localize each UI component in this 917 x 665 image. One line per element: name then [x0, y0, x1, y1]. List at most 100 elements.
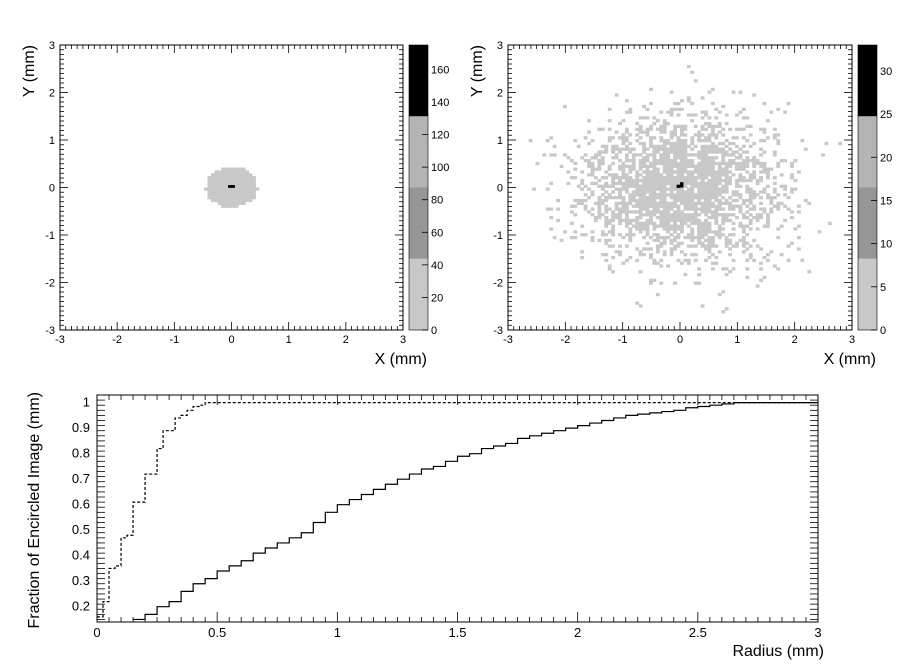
heatmap-cell	[697, 241, 702, 245]
heatmap-cell	[217, 190, 222, 194]
heatmap-cell	[638, 173, 643, 177]
heatmap-cell	[704, 136, 708, 140]
heatmap-cell	[752, 204, 757, 208]
heatmap-cell	[728, 204, 732, 208]
heatmap-cell	[735, 167, 739, 171]
heatmap-cell	[234, 190, 239, 194]
heatmap-cell	[638, 270, 643, 274]
heatmap-cell	[738, 147, 743, 151]
heatmap-cell	[669, 176, 674, 180]
heatmap-cell	[676, 102, 681, 106]
heatmap-cell	[659, 190, 664, 194]
heatmap-cell	[590, 173, 595, 177]
heatmap-cell	[690, 184, 695, 188]
heatmap-cell	[217, 184, 222, 188]
heatmap-cell	[710, 184, 715, 188]
heatmap-cell	[252, 193, 256, 197]
heatmap-cell	[697, 170, 702, 174]
heatmap-cell	[234, 196, 239, 200]
heatmap-cell	[790, 187, 794, 191]
heatmap-cell	[738, 161, 743, 166]
heatmap-cell	[217, 196, 222, 200]
heatmap-cell	[690, 196, 695, 200]
heatmap-cell	[652, 207, 657, 211]
heatmap-cell	[669, 224, 674, 228]
heatmap-cell	[676, 181, 681, 186]
heatmap-cell	[655, 204, 660, 208]
heatmap-cell	[662, 187, 667, 191]
heatmap-cell	[607, 193, 612, 197]
heatmap-cell	[600, 230, 605, 234]
heatmap-cell	[642, 150, 646, 154]
heatmap-cell	[700, 170, 705, 174]
heatmap-cell	[587, 210, 591, 214]
heatmap-cell	[241, 201, 246, 205]
heatmap-cell	[690, 173, 695, 177]
heatmap-cell	[618, 176, 622, 180]
heatmap-cell	[755, 213, 760, 217]
heatmap-cell	[741, 216, 746, 220]
heatmap-cell	[542, 153, 547, 157]
heatmap-cell	[704, 224, 708, 228]
heatmap-cell	[707, 238, 712, 243]
heatmap-cell	[704, 190, 708, 194]
heatmap-cell	[642, 184, 646, 188]
heatmap-cell	[611, 227, 616, 231]
heatmap-cell	[662, 221, 667, 225]
heatmap-cell	[752, 193, 757, 197]
heatmap-cell	[563, 104, 567, 109]
colorbar-band	[409, 45, 428, 117]
heatmap-cell	[762, 207, 767, 211]
heatmap-cell	[707, 181, 712, 186]
heatmap-cell	[614, 196, 619, 200]
heatmap-cell	[645, 147, 650, 151]
heatmap-cell	[741, 178, 746, 183]
heatmap-cell	[772, 264, 777, 268]
heatmap-cell	[214, 190, 219, 194]
heatmap-cell	[707, 241, 712, 245]
heatmap-cell	[669, 150, 674, 154]
heatmap-cell	[700, 187, 705, 191]
heatmap-cell	[580, 233, 585, 237]
heatmap-cell	[624, 110, 629, 114]
heatmap-cell	[234, 170, 239, 174]
heatmap-cell	[724, 164, 729, 168]
heatmap-cell	[587, 141, 591, 146]
heatmap-cell	[635, 176, 640, 180]
heatmap-cell	[645, 130, 650, 134]
heatmap-cell	[614, 147, 619, 151]
heatmap-cell	[662, 147, 667, 151]
heatmap-cell	[704, 153, 708, 157]
heatmap-cell	[228, 178, 232, 183]
heatmap-cell	[676, 156, 681, 160]
heatmap-cell	[669, 238, 674, 243]
heatmap-cell	[800, 139, 805, 143]
y-tick-label: 0.8	[72, 446, 90, 461]
heatmap-cell	[669, 136, 674, 140]
axis-ticks	[507, 44, 853, 331]
heatmap-cell	[731, 173, 736, 177]
heatmap-cell	[545, 187, 550, 191]
x-tick-label: 3	[814, 625, 821, 640]
heatmap-cell	[638, 304, 643, 308]
heatmap-cell	[724, 187, 729, 191]
heatmap-cell	[766, 258, 770, 262]
heatmap-cell	[214, 178, 219, 183]
heatmap-cell	[676, 139, 681, 143]
heatmap-cell	[741, 161, 746, 166]
heatmap-cell	[662, 250, 667, 254]
heatmap-cell	[631, 164, 636, 168]
heatmap-cell	[221, 193, 226, 197]
heatmap-cell	[673, 216, 677, 220]
heatmap-cell	[569, 210, 574, 214]
heatmap-cell	[717, 176, 722, 180]
heatmap-cell	[245, 198, 250, 203]
heatmap-cell	[717, 233, 722, 237]
heatmap-cell	[655, 167, 660, 171]
heatmap-cell	[638, 213, 643, 217]
heatmap-cell	[693, 235, 698, 240]
heatmap-cell	[673, 170, 677, 174]
heatmap-cell	[621, 161, 626, 166]
heatmap-cell	[621, 164, 626, 168]
heatmap-cell	[642, 170, 646, 174]
